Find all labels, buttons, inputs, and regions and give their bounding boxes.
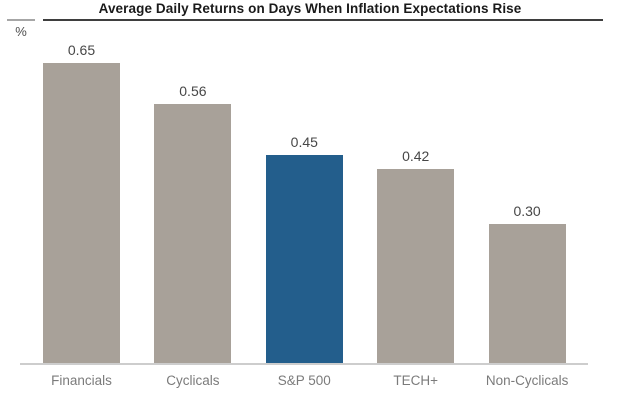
bar-category-label: S&P 500 (277, 373, 331, 388)
chart-title: Average Daily Returns on Days When Infla… (98, 1, 522, 16)
bar-chart-plot-area: 0.65 Financials 0.56 Cyclicals 0.45 S&P 500 0.… (20, 0, 588, 388)
bar-category-label: Financials (51, 373, 112, 388)
bar-tech-: 0.42 TECH+ (377, 148, 455, 388)
unit-tick-line (7, 19, 35, 21)
bar-financials: 0.65 Financials (43, 42, 120, 388)
title-underline (43, 19, 603, 21)
bar-cyclicals: 0.56 Cyclicals (154, 83, 232, 388)
bar-value-label: 0.45 (290, 134, 318, 151)
bar-value-label: 0.56 (179, 83, 207, 100)
bar-value-label: 0.30 (513, 203, 541, 220)
bar-category-label: TECH+ (393, 373, 439, 388)
bar-category-label: Non-Cyclicals (485, 373, 569, 388)
bar-category-label: Cyclicals (166, 373, 220, 388)
bar-non-cyclicals: 0.30 Non-Cyclicals (486, 203, 569, 388)
bar-value-label: 0.42 (402, 147, 430, 164)
y-axis-unit-label: % (15, 24, 27, 39)
bar-value-label: 0.65 (67, 41, 96, 58)
bar-s-p-500: 0.45 S&P 500 (265, 134, 343, 388)
